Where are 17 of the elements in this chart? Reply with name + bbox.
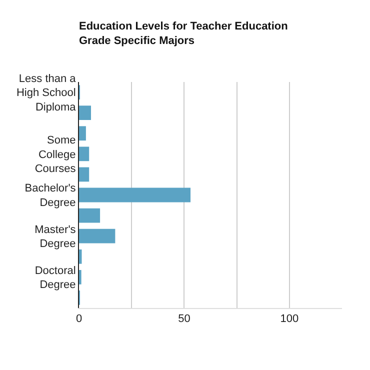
chart-title: Education Levels for Teacher Education Grade Specific Majors (79, 20, 288, 47)
y-tick-label: Doctoral Degree (34, 264, 76, 292)
y-tick-label: Some College Courses (34, 134, 76, 176)
bar (79, 228, 116, 244)
bar (79, 106, 91, 120)
x-tick-label: 100 (280, 313, 299, 326)
bar (79, 167, 90, 182)
bar (79, 146, 90, 162)
y-tick-label: Less than a High School Diploma (16, 72, 77, 114)
y-tick-label: Master's Degree (34, 224, 76, 250)
y-tick-label: Bachelor's Degree (24, 182, 76, 209)
bar (79, 188, 191, 202)
x-tick-label: 0 (76, 313, 82, 326)
bar (79, 208, 100, 223)
bar (79, 126, 86, 141)
x-tick-label: 50 (178, 313, 190, 326)
bar (79, 249, 82, 264)
